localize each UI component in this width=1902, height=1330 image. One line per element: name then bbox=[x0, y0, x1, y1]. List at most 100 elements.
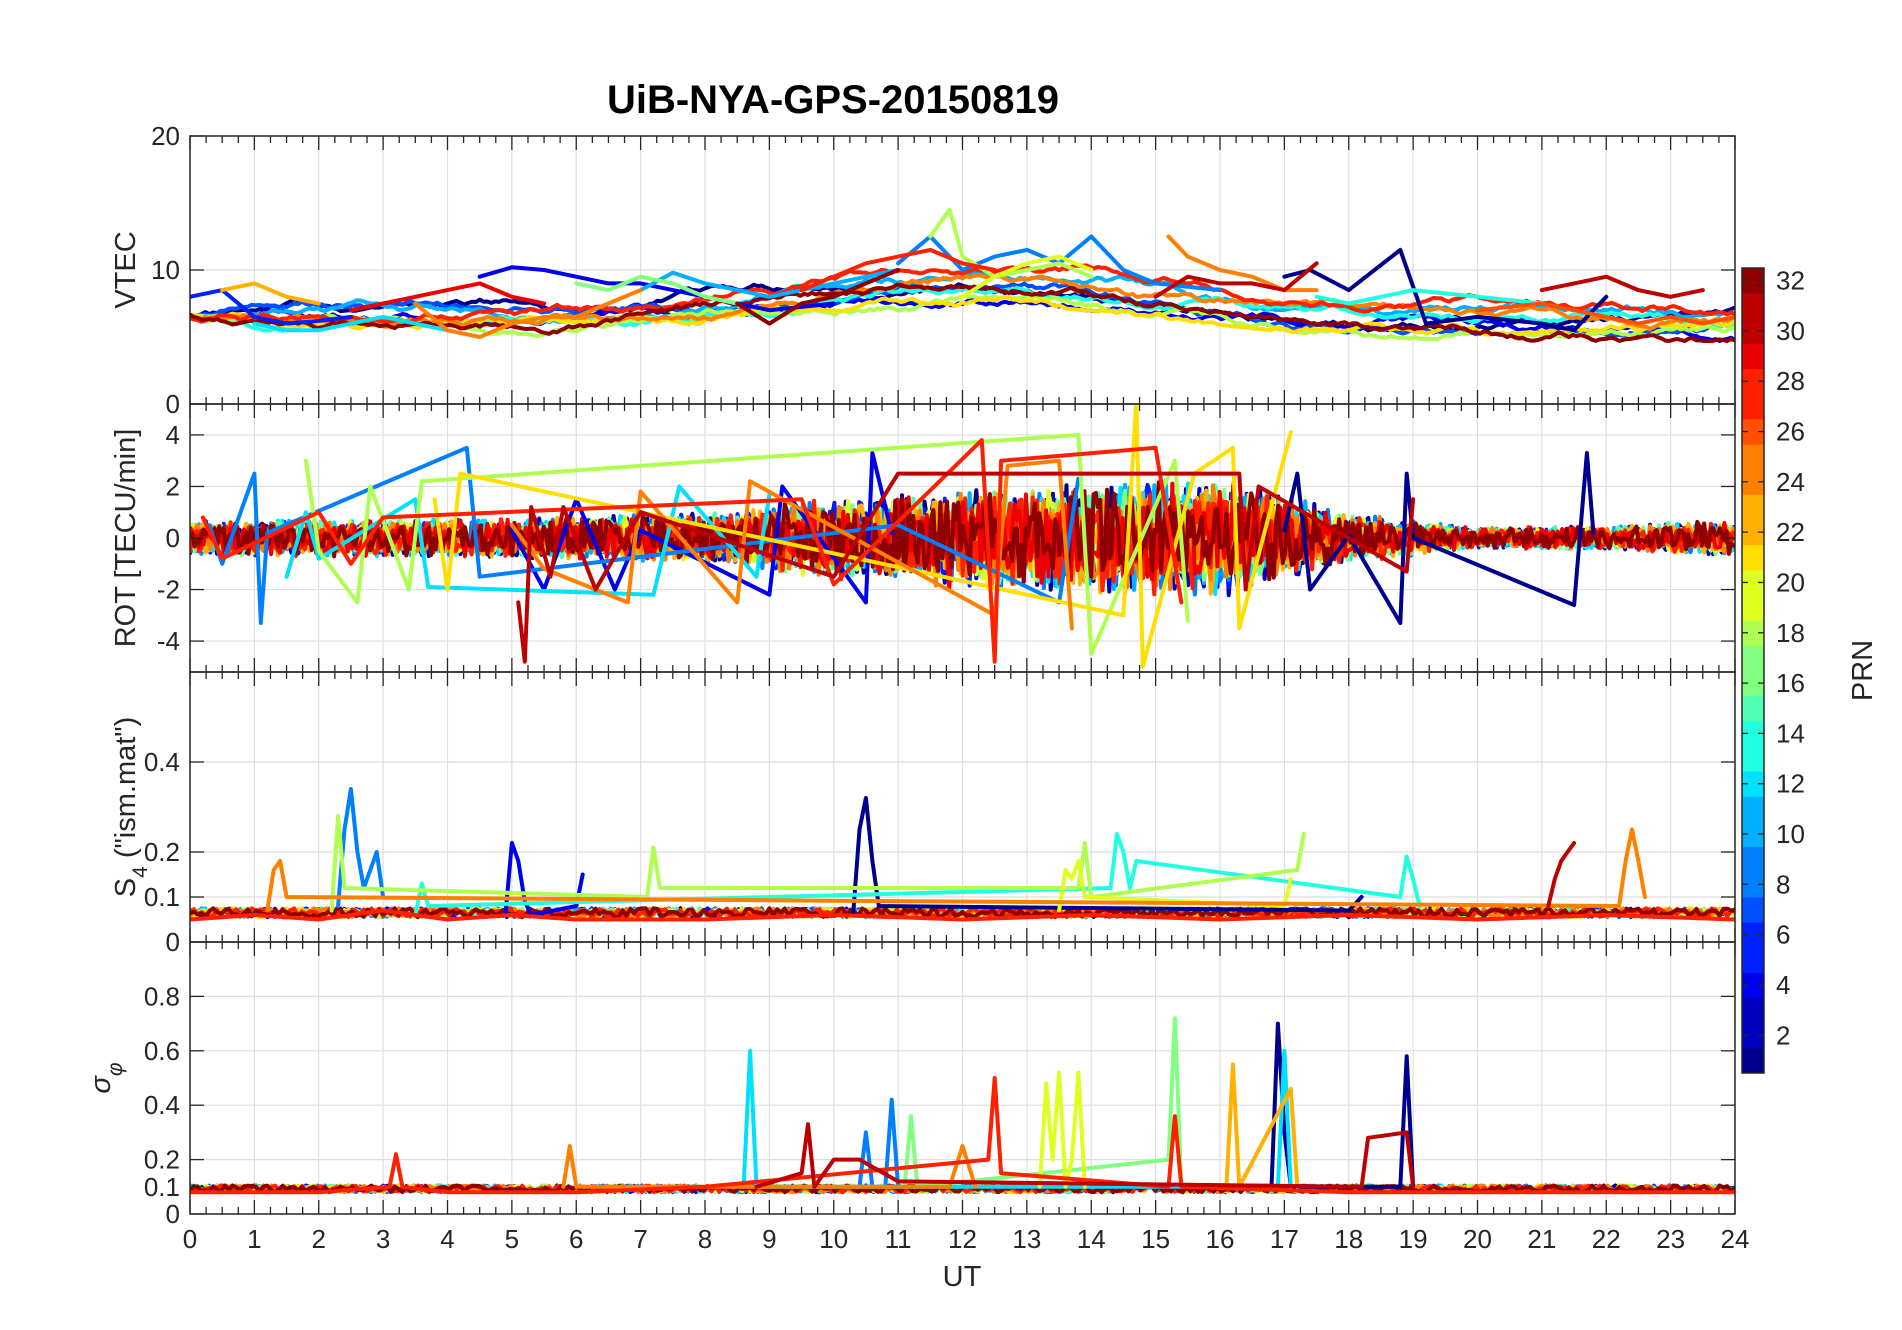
y-tick-label: 0.6 bbox=[144, 1036, 180, 1066]
x-tick-label: 20 bbox=[1463, 1224, 1492, 1254]
y-tick-label: 0.4 bbox=[144, 747, 180, 777]
colorbar-tick-label: 6 bbox=[1776, 920, 1790, 950]
series-line-prn-14 bbox=[1314, 288, 1544, 306]
colorbar-segment bbox=[1742, 846, 1764, 873]
x-axis-label: UT bbox=[943, 1261, 982, 1293]
x-tick-label: 8 bbox=[698, 1224, 712, 1254]
colorbar-segment bbox=[1742, 318, 1764, 344]
series-line-prn-25 bbox=[413, 288, 643, 339]
y-axis-label: S4 ("ism.mat") bbox=[110, 717, 152, 898]
colorbar-segment bbox=[1742, 1022, 1764, 1049]
colorbar-segment bbox=[1742, 519, 1764, 546]
series-line-prn-8 bbox=[207, 445, 1081, 625]
y-tick-label: 2 bbox=[166, 471, 180, 501]
colorbar-segment bbox=[1742, 469, 1764, 495]
y-tick-label: 0 bbox=[166, 927, 180, 957]
x-tick-label: 24 bbox=[1721, 1224, 1750, 1254]
colorbar-tick-label: 16 bbox=[1776, 668, 1805, 698]
x-tick-label: 13 bbox=[1012, 1224, 1041, 1254]
colorbar-segment bbox=[1742, 821, 1764, 848]
colorbar-tick-label: 24 bbox=[1776, 467, 1805, 497]
colorbar-segment bbox=[1742, 293, 1764, 319]
series-line-prn-18 bbox=[329, 814, 1306, 913]
colorbar-tick-label: 18 bbox=[1776, 618, 1805, 648]
x-tick-label: 6 bbox=[569, 1224, 583, 1254]
series-line-prn-20 bbox=[960, 254, 1094, 299]
series-line-prn-30 bbox=[1539, 274, 1705, 299]
series-line-prn-12 bbox=[252, 314, 450, 333]
series-group bbox=[190, 404, 1735, 669]
colorbar-tick-label: 10 bbox=[1776, 819, 1805, 849]
colorbar-tick-label: 22 bbox=[1776, 517, 1805, 547]
y-axis-label: VTEC bbox=[110, 231, 142, 308]
series-line-prn-9 bbox=[336, 787, 386, 908]
panel-rot: -4 -2 0 2 4 ROT [TECU/min] bbox=[110, 403, 1736, 673]
colorbar-segment bbox=[1742, 418, 1764, 445]
series-line-prn-20 bbox=[1037, 1070, 1087, 1189]
series-line-prn-32 bbox=[735, 268, 901, 326]
x-tick-label: 4 bbox=[440, 1224, 454, 1254]
colorbar-segment bbox=[1742, 645, 1764, 671]
x-tick-label: 3 bbox=[376, 1224, 390, 1254]
colorbar-tick-label: 20 bbox=[1776, 567, 1805, 597]
y-tick-label: 0.2 bbox=[144, 1145, 180, 1175]
colorbar-segment bbox=[1742, 896, 1764, 923]
panel-vtec: 0 10 20 VTEC bbox=[110, 121, 1736, 419]
y-tick-label: 0 bbox=[166, 1199, 180, 1229]
panel-s4: 0 0.1 0.2 0.4S4 ("ism.mat") bbox=[110, 671, 1736, 957]
series-line-prn-24 bbox=[509, 458, 1074, 631]
colorbar-segment bbox=[1742, 796, 1764, 822]
colorbar-segment bbox=[1742, 544, 1764, 571]
series-line-prn-20 bbox=[1057, 859, 1293, 913]
series-line-prn-27 bbox=[200, 438, 1184, 664]
colorbar-segment bbox=[1742, 444, 1764, 470]
x-tick-label: 21 bbox=[1527, 1224, 1556, 1254]
series-line-prn-21 bbox=[432, 404, 1293, 669]
x-tick-label: 22 bbox=[1592, 1224, 1621, 1254]
y-tick-label: 0.4 bbox=[144, 1090, 180, 1120]
colorbar-tick-label: 14 bbox=[1776, 718, 1805, 748]
colorbar-segment bbox=[1742, 922, 1764, 948]
x-tick-label: 14 bbox=[1077, 1224, 1106, 1254]
x-tick-label: 0 bbox=[183, 1224, 197, 1254]
x-tick-label: 7 bbox=[633, 1224, 647, 1254]
colorbar-tick-label: 8 bbox=[1776, 869, 1790, 899]
series-line-prn-28 bbox=[799, 247, 997, 293]
series-line-prn-24 bbox=[1166, 234, 1319, 293]
series-line-prn-18 bbox=[303, 432, 1190, 656]
colorbar-segment bbox=[1742, 595, 1764, 621]
series-line-prn-12 bbox=[284, 484, 772, 597]
series-line-prn-10 bbox=[638, 268, 901, 299]
y-tick-label: 4 bbox=[166, 420, 180, 450]
series-line-prn-25 bbox=[265, 827, 1647, 913]
y-tick-label: 0 bbox=[166, 389, 180, 419]
colorbar-segment bbox=[1742, 720, 1764, 747]
colorbar-segment bbox=[1742, 745, 1764, 772]
colorbar-segment bbox=[1742, 494, 1764, 521]
y-tick-label: -2 bbox=[157, 575, 180, 605]
colorbar-frame bbox=[1741, 267, 1765, 1074]
series-line-prn-16 bbox=[574, 274, 740, 306]
series-line-background bbox=[190, 480, 1735, 584]
x-tick-label: 10 bbox=[819, 1224, 848, 1254]
x-tick-label: 18 bbox=[1334, 1224, 1363, 1254]
x-tick-label: 12 bbox=[948, 1224, 977, 1254]
x-tick-label: 16 bbox=[1206, 1224, 1235, 1254]
colorbar-segment bbox=[1742, 997, 1764, 1024]
x-tick-label: 5 bbox=[505, 1224, 519, 1254]
x-tick-label: 19 bbox=[1399, 1224, 1428, 1254]
colorbar-segment bbox=[1742, 368, 1764, 395]
series-line-prn-8 bbox=[896, 234, 1222, 293]
colorbar-tick-label: 32 bbox=[1776, 266, 1805, 296]
series-line-prn-1 bbox=[851, 796, 1364, 917]
colorbar-segment bbox=[1742, 947, 1764, 973]
colorbar-tick-label: 4 bbox=[1776, 970, 1790, 1000]
colorbar-segment bbox=[1742, 972, 1764, 999]
series-line-background bbox=[190, 272, 1735, 331]
colorbar-tick-label: 2 bbox=[1776, 1020, 1790, 1050]
y-axis-label: σφ bbox=[85, 1062, 127, 1094]
colorbar-tick-label: 12 bbox=[1776, 769, 1805, 799]
